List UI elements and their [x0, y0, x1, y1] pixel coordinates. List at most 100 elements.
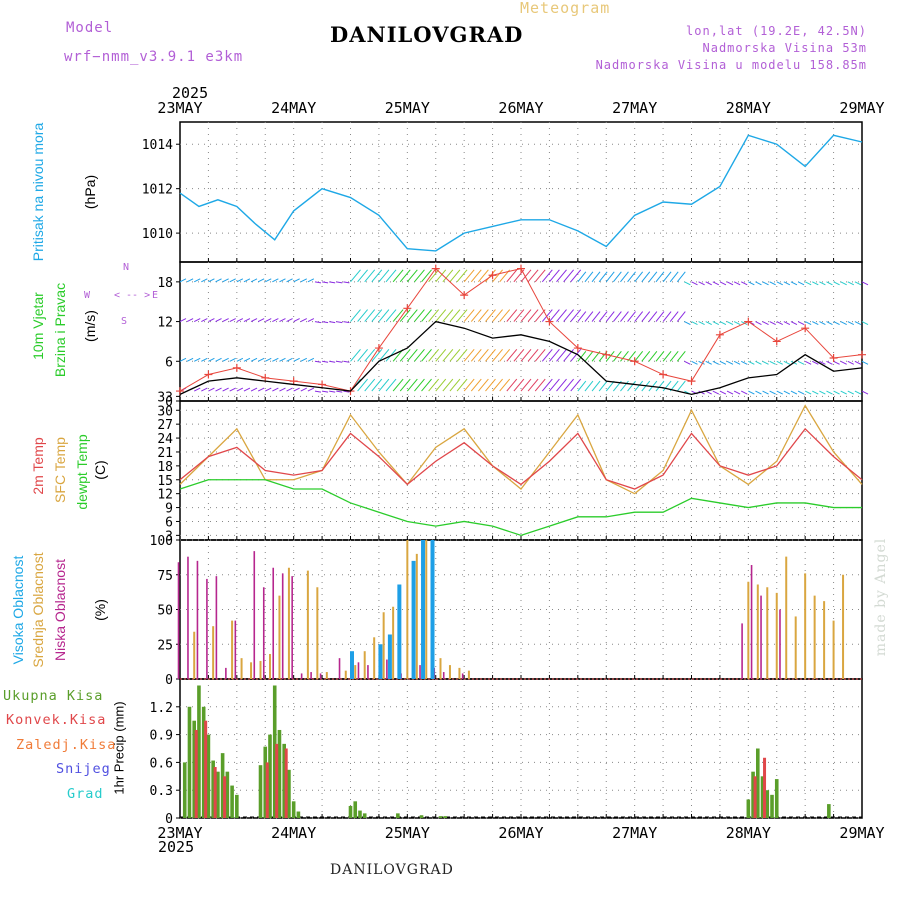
wind-barb [272, 387, 279, 392]
wind-barb [456, 309, 468, 322]
wind-barb [669, 350, 679, 362]
wind-barb [193, 357, 201, 362]
wind-barb [605, 271, 615, 283]
y-tick-label: 1014 [142, 138, 173, 153]
wind-barb [797, 321, 805, 326]
wind-barb [485, 378, 496, 392]
wind-barb [499, 309, 511, 322]
wind-barb [719, 321, 727, 326]
wind-barb [414, 348, 425, 362]
wind-barb [577, 271, 587, 283]
wind-barb [598, 271, 608, 283]
wind-barb [691, 360, 698, 365]
wind-barb [414, 269, 425, 283]
wind-barb [726, 321, 734, 326]
wind-barb [286, 387, 293, 392]
wind-barb [201, 318, 208, 323]
wind-barb [314, 321, 322, 324]
model-altitude-info: Nadmorska Visina u modelu 158.85m [595, 58, 867, 72]
wind-barb [783, 281, 791, 286]
precip-bar-conv [194, 729, 198, 818]
wind-barb [783, 360, 791, 365]
precip-bar-total [419, 815, 424, 818]
wind-barb [265, 278, 272, 283]
y-tick-label: 75 [157, 569, 173, 584]
wind-gust-marker [715, 330, 724, 339]
wind-barb [762, 281, 769, 286]
wind-barb [833, 281, 840, 286]
wind-barb [279, 387, 286, 392]
wind-barb [741, 360, 748, 365]
wind-barb [322, 360, 329, 363]
wind-barb [577, 350, 587, 362]
wind-barb [684, 360, 691, 365]
wind-barb [385, 378, 397, 392]
meteogram-title: Meteogram [520, 0, 611, 17]
wind-barb [776, 321, 783, 326]
wind-barb [449, 348, 461, 362]
wind-barb [612, 350, 622, 362]
wind-barb [741, 390, 748, 395]
wind-barb [648, 311, 658, 322]
wind-barb [570, 309, 582, 322]
wind-barb [655, 311, 665, 322]
y-tick-label: 21 [157, 446, 173, 461]
wind-barb [541, 309, 553, 322]
wind-barb [847, 321, 855, 326]
x-tick-top-5: 28MAY [726, 99, 771, 117]
wind-barb [329, 321, 336, 324]
wind-barb [712, 390, 720, 395]
precip-bar-total [774, 779, 779, 818]
wind-barb [343, 390, 350, 393]
wind-barb [847, 390, 855, 395]
wind-barb [854, 390, 862, 395]
wind-barb [307, 318, 315, 323]
wind-barb [705, 360, 712, 365]
wind-barb [506, 269, 518, 283]
wind-barb [236, 387, 244, 392]
wind-speed-line [179, 320, 863, 396]
wind-barb [385, 269, 397, 283]
wind-barb [329, 281, 336, 284]
wind-barb [826, 390, 833, 395]
wind-barb [833, 390, 840, 395]
wind-barb [201, 387, 208, 392]
wind-barb [719, 360, 727, 365]
wind-barb [272, 318, 279, 323]
wind-barb [549, 378, 560, 392]
x-tick-top-4: 27MAY [612, 99, 657, 117]
x-tick-top-1: 24MAY [271, 99, 316, 117]
y-tick-label: 0.6 [150, 756, 173, 771]
wind-gust-marker [431, 264, 440, 273]
wind-barb [776, 360, 783, 365]
precip-bar-total [187, 706, 192, 818]
wind-barb [265, 387, 272, 392]
wind-barb [691, 321, 698, 326]
wind-barb [399, 378, 411, 392]
wind-barb [612, 271, 622, 283]
wind-barb [414, 378, 425, 392]
wind-gust-marker [573, 344, 582, 353]
wind-barb [762, 390, 769, 395]
legend-total-precip: Ukupna Kisa [3, 688, 104, 704]
wind-barb [314, 390, 322, 393]
wind-barb [513, 378, 525, 392]
y-tick-label: 12 [157, 316, 173, 331]
x-tick-bottom-0: 23MAY [157, 824, 202, 842]
wind-barb [591, 271, 601, 283]
wind-barb [797, 390, 805, 395]
precip-bar-total [362, 813, 367, 818]
wind-barb [790, 321, 798, 326]
wind-barb [343, 360, 350, 363]
wind-barb [513, 309, 525, 322]
x-tick-top-6: 29MAY [839, 99, 884, 117]
wind-barb [421, 348, 432, 362]
wind-gust-marker [232, 363, 241, 372]
wind-barb [847, 360, 855, 365]
wind-barb [819, 321, 826, 326]
wind-barb [847, 281, 855, 286]
precip-bar-total [216, 771, 220, 818]
wind-barb [676, 271, 686, 283]
wind-barb [179, 278, 187, 283]
wind-barb [506, 378, 518, 392]
